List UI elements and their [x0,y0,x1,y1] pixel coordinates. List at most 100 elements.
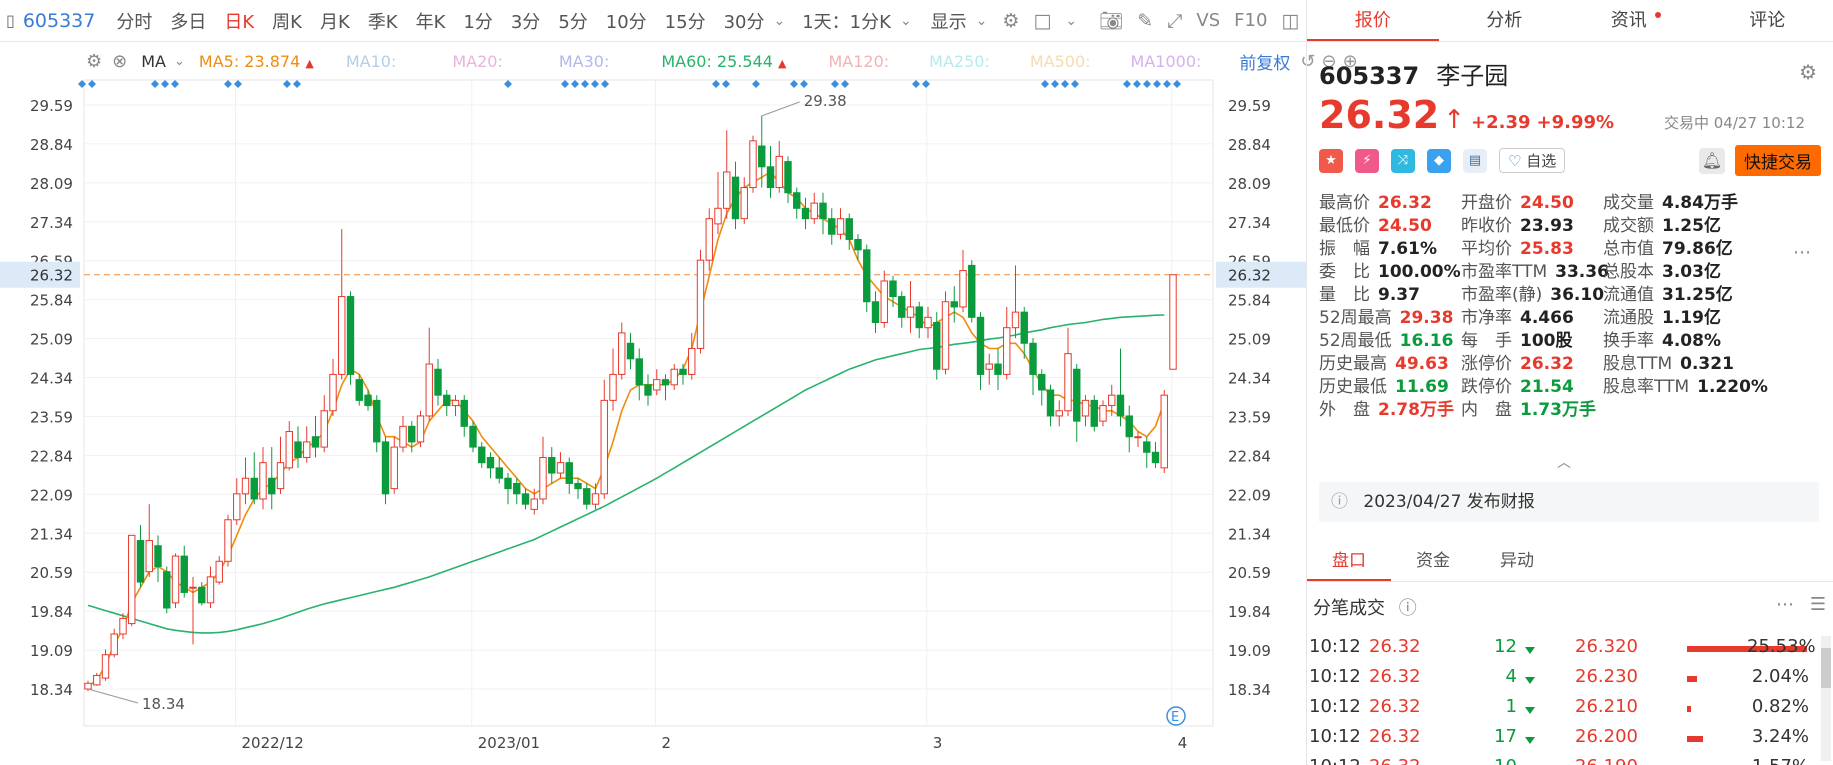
vs-icon[interactable]: VS [1196,10,1221,31]
order-bar [1687,676,1697,682]
period-tab[interactable]: 周K [272,11,302,33]
period-tab[interactable]: 年K [415,11,446,33]
gear-icon[interactable]: ⚙ [1799,60,1817,84]
panel-tab[interactable]: 报价 [1307,0,1439,41]
more-info-icon[interactable]: ⋯ [1793,242,1811,263]
signal-diamond [78,80,86,88]
watchlist-button[interactable]: ♡ 自选 [1499,148,1566,173]
signal-diamond [800,80,808,88]
ma5-polyline [87,170,1166,687]
candle-body [1064,353,1072,412]
candle [338,229,346,380]
candle-body [784,161,792,194]
stat-value: 4.08% [1662,331,1721,351]
period-dropdown-icon[interactable]: ⌄ [773,12,786,29]
draw-icon[interactable]: ✎ [1137,9,1154,32]
period-tab[interactable]: 10分 [605,11,647,33]
sidebar-toggle-icon[interactable]: ◫ [1281,9,1300,32]
zoom-in-icon[interactable]: ⊕ [1342,50,1358,72]
flag-icon[interactable]: ★ [1319,148,1343,173]
adjust-select[interactable]: 前复权 [1239,53,1291,74]
order-price: 26.210 [1575,696,1638,717]
multi-period-select[interactable]: 1天：1分K [802,11,891,33]
signal-diamond [293,80,301,88]
candle [416,410,425,448]
period-tab[interactable]: 季K [367,11,398,33]
high-pointer [761,101,800,117]
settings-icon[interactable]: ⚙ [1002,9,1020,32]
panel-tab[interactable]: 评论 [1749,10,1786,31]
period-tab[interactable]: 1分 [463,11,493,33]
bell-icon[interactable]: 🔔︎ [1699,147,1725,174]
tick-time: 10:12 [1309,636,1361,657]
candle-body [373,399,381,443]
layout-icon[interactable]: □ [1033,9,1052,32]
tag-icon[interactable]: ◆ [1427,148,1451,173]
candle-body [775,155,783,189]
candle-body [696,259,705,349]
candle-body [705,218,713,261]
more-icon[interactable]: ⋯ [1776,594,1794,615]
period-tab[interactable]: 5分 [558,11,588,33]
indicator-dropdown-icon[interactable]: ⌄ [173,53,185,69]
ticks-title: 分笔成交 ⓘ [1313,598,1417,619]
notice-bar[interactable]: ⓘ 2023/04/27 发布财报 [1319,482,1819,522]
panel-tab[interactable]: 资讯 [1570,0,1702,41]
collapse-icon[interactable]: ︿ [1557,455,1571,471]
layout-dropdown-icon[interactable]: ⌄ [1065,12,1078,29]
candle-body [294,441,302,458]
stat-label: 外 盘 [1319,400,1370,420]
period-tab[interactable]: 15分 [664,11,706,33]
candle [136,524,145,588]
detail-tab[interactable]: 资金 [1416,551,1450,571]
scrollbar[interactable] [1821,636,1831,761]
list-icon[interactable]: ☰ [1809,594,1826,615]
shuffle-icon[interactable]: ⤨ [1391,148,1415,173]
indicator-close-icon[interactable]: ⊗ [112,50,128,72]
panel-tab[interactable]: 分析 [1486,10,1523,31]
camera-icon[interactable]: 📷︎ [1099,10,1124,32]
stat-label: 流通股 [1603,308,1654,328]
menu-icon[interactable]: ▯ [6,11,15,30]
candle [696,249,705,354]
multi-period-dropdown-icon[interactable]: ⌄ [899,12,912,29]
candle [329,358,337,416]
f10-icon[interactable]: F10 [1234,10,1268,31]
stat-label: 振 幅 [1319,239,1370,259]
quote-name: 李子园 [1436,62,1509,90]
lightning-icon[interactable]: ⚡ [1355,148,1379,173]
signal-diamond [922,80,930,88]
zoom-out-icon[interactable]: ⊖ [1321,50,1337,72]
stat-item: 振 幅 7.61% [1319,234,1437,259]
note-icon[interactable]: ▤ [1463,148,1487,173]
display-dropdown-icon[interactable]: ⌄ [975,12,988,29]
y-tick-label-left: 29.59 [30,97,73,115]
detail-tab[interactable]: 异动 [1500,551,1534,571]
candle [1160,389,1168,474]
period-tab[interactable]: 月K [319,11,350,33]
info-icon[interactable]: ⓘ [1398,598,1417,619]
period-tab[interactable]: 分时 [116,11,153,33]
undo-icon[interactable]: ↺ [1300,50,1316,72]
period-tab[interactable]: 日K [224,11,255,33]
candle-body [443,394,451,407]
candle-body [740,187,748,220]
stat-label: 流通值 [1603,285,1654,305]
detail-tab[interactable]: 盘口 [1307,542,1391,581]
kline-chart[interactable]: 29.59 29.59 28.84 28.84 28.09 28.09 27.34 27.34… [0,0,1306,765]
y-tick-label-right: 25.09 [1228,331,1271,349]
display-select[interactable]: 显示 [930,11,967,33]
candle [1151,441,1160,468]
ma500-label: MA500: [1029,51,1091,71]
candle-body [941,301,950,370]
candle [635,348,643,401]
fullscreen-icon[interactable]: ⤢ [1167,9,1183,32]
period-tab[interactable]: 3分 [510,11,541,33]
indicator-settings-icon[interactable]: ⚙ [86,50,103,72]
fast-trade-button[interactable]: 快捷交易 [1735,145,1821,176]
candle [591,483,600,510]
stat-item: 跌停价 21.54 [1461,372,1574,397]
indicator-name[interactable]: MA [141,51,166,71]
period-tab[interactable]: 30分 [723,11,765,33]
period-tab[interactable]: 多日 [170,11,207,33]
